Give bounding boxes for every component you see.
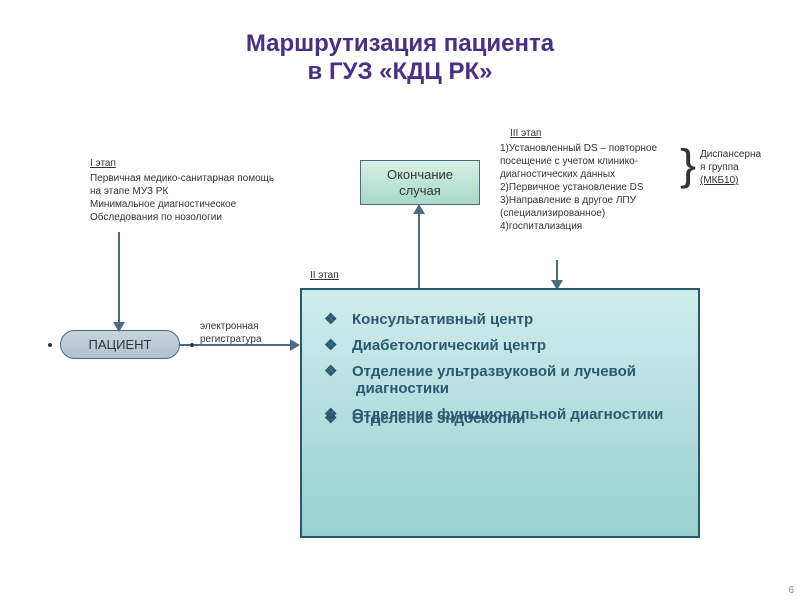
disp-line2: я группа: [700, 162, 739, 173]
dot-left: [48, 343, 52, 347]
arrow-stage3-to-mainbox: [556, 260, 558, 282]
stage2-label: II этап: [310, 270, 339, 281]
arrow-mainbox-to-end: [418, 212, 420, 288]
mainbox-item-0: ❖Консультативный центр: [340, 310, 680, 328]
stage3-text: 1)Установленный DS – повторное посещение…: [500, 142, 680, 233]
mainbox-item-2: ❖Отделение ультразвуковой и лучевой диаг…: [340, 362, 680, 397]
mainbox-item-2-label: Отделение ультразвуковой и лучевой диагн…: [352, 363, 636, 397]
end-label: Окончание случая: [387, 167, 453, 198]
title-line1: Маршрутизация пациента: [0, 30, 800, 58]
stage3-label: III этап: [510, 128, 541, 139]
main-box: ❖Консультативный центр ❖Диабетологически…: [300, 288, 700, 538]
bullet-icon: ❖: [340, 310, 352, 328]
arrow-patient-to-mainbox: [180, 344, 292, 346]
bullet-icon: ❖: [340, 362, 352, 380]
mainbox-item-1-label: Диабетологический центр: [352, 337, 546, 354]
bullet-icon: ❖: [340, 409, 352, 427]
edge-label: электронная регистратура: [200, 320, 290, 346]
disp-group: Диспансерна я группа (МКБ10): [700, 148, 761, 187]
patient-label: ПАЦИЕНТ: [89, 337, 152, 352]
arrow-head-right-1: [290, 339, 300, 351]
mainbox-item-0-label: Консультативный центр: [352, 311, 533, 328]
stage1-text: Первичная медико-санитарная помощь на эт…: [90, 172, 300, 224]
end-node: Окончание случая: [360, 160, 480, 205]
mainbox-item-4-label: Отделение эндоскопии: [352, 410, 525, 427]
brace-icon: }: [680, 144, 696, 187]
mainbox-item-1: ❖Диабетологический центр: [340, 336, 680, 354]
arrow-stage1-to-patient: [118, 232, 120, 324]
title-line2: в ГУЗ «КДЦ РК»: [0, 58, 800, 86]
page-title: Маршрутизация пациента в ГУЗ «КДЦ РК»: [0, 30, 800, 86]
stage1-label: I этап: [90, 158, 116, 169]
patient-node: ПАЦИЕНТ: [60, 330, 180, 359]
disp-link: (МКБ10): [700, 175, 739, 186]
bullet-icon: ❖: [340, 336, 352, 354]
dot-right: [190, 343, 194, 347]
disp-line1: Диспансерна: [700, 149, 761, 160]
arrow-head-up-1: [413, 204, 425, 214]
arrow-head-down-1: [113, 322, 125, 332]
page-number: 6: [788, 585, 794, 596]
